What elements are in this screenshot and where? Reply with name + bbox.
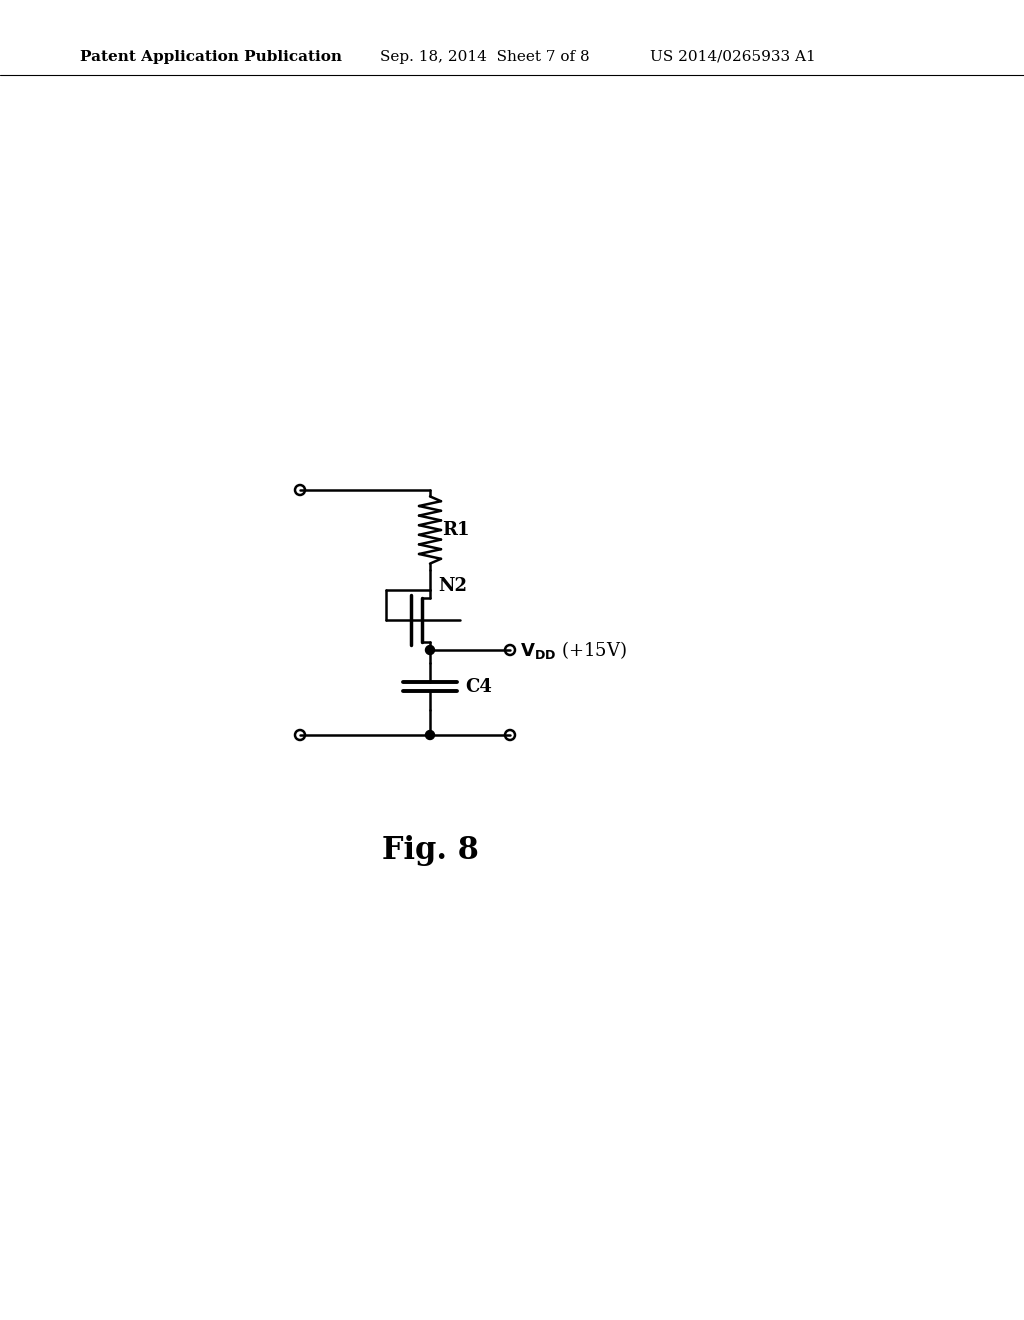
Circle shape (426, 645, 434, 655)
Text: Sep. 18, 2014  Sheet 7 of 8: Sep. 18, 2014 Sheet 7 of 8 (380, 50, 590, 63)
Text: Fig. 8: Fig. 8 (382, 834, 478, 866)
Circle shape (426, 730, 434, 739)
Text: US 2014/0265933 A1: US 2014/0265933 A1 (650, 50, 816, 63)
Text: R1: R1 (442, 521, 469, 539)
Text: N2: N2 (438, 577, 467, 595)
Text: $\mathbf{V}_{\mathbf{DD}}$ (+15V): $\mathbf{V}_{\mathbf{DD}}$ (+15V) (520, 639, 627, 661)
Text: C4: C4 (465, 677, 492, 696)
Text: Patent Application Publication: Patent Application Publication (80, 50, 342, 63)
